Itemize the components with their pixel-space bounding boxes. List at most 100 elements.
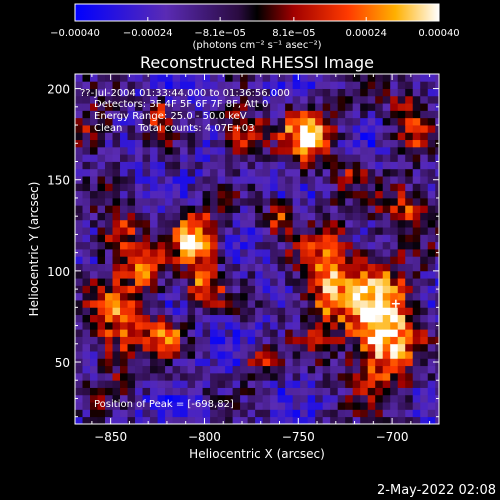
heatmap-cell [217, 292, 226, 301]
heatmap-cell [435, 168, 440, 177]
heatmap-cell [405, 74, 414, 82]
heatmap-cell [180, 336, 188, 345]
heatmap-cell [427, 146, 436, 155]
heatmap-cell [202, 278, 211, 286]
heatmap-cell [225, 241, 234, 250]
heatmap-cell [127, 110, 136, 119]
heatmap-cell [405, 343, 414, 352]
heatmap-cell [300, 161, 309, 170]
heatmap-cell [412, 343, 421, 352]
heatmap-cell [82, 249, 91, 257]
heatmap-cell [262, 314, 271, 323]
heatmap-cell [150, 176, 158, 184]
heatmap-cell [360, 292, 369, 301]
heatmap-cell [90, 285, 98, 294]
heatmap-cell [330, 219, 339, 228]
heatmap-cell [210, 372, 218, 381]
heatmap-cell [105, 110, 113, 119]
heatmap-cell [210, 197, 218, 206]
heatmap-cell [367, 161, 376, 170]
heatmap-cell [195, 249, 203, 257]
heatmap-cell [180, 205, 188, 213]
heatmap-cell [210, 263, 218, 272]
heatmap-cell [75, 103, 83, 111]
heatmap-cell [120, 154, 128, 162]
heatmap-cell [337, 372, 346, 381]
heatmap-cell [292, 416, 301, 425]
heatmap-cell [112, 278, 121, 286]
heatmap-cell [120, 249, 128, 257]
heatmap-cell [127, 307, 136, 316]
heatmap-cell [165, 219, 173, 228]
heatmap-cell [135, 300, 143, 308]
heatmap-cell [405, 81, 414, 89]
heatmap-cell [337, 387, 346, 396]
heatmap-cell [157, 176, 166, 184]
heatmap-cell [315, 190, 324, 199]
heatmap-cell [300, 95, 309, 104]
heatmap-cell [112, 212, 121, 221]
heatmap-cell [217, 212, 226, 221]
heatmap-cell [345, 212, 354, 221]
heatmap-cell [322, 212, 331, 221]
heatmap-cell [292, 263, 301, 272]
heatmap-cell [112, 110, 121, 119]
heatmap-cell [397, 95, 406, 104]
heatmap-cell [315, 139, 324, 148]
heatmap-cell [427, 110, 436, 119]
heatmap-cell [247, 88, 256, 97]
heatmap-cell [352, 183, 361, 192]
heatmap-cell [255, 402, 264, 410]
heatmap-cell [150, 278, 158, 286]
heatmap-cell [142, 329, 151, 337]
heatmap-cell [390, 234, 399, 243]
heatmap-cell [292, 307, 301, 316]
heatmap-cell [292, 358, 301, 367]
heatmap-cell [232, 380, 241, 388]
heatmap-cell [232, 372, 241, 381]
heatmap-cell [165, 409, 173, 418]
heatmap-cell [127, 103, 136, 111]
heatmap-cell [435, 146, 440, 155]
heatmap-cell [345, 416, 354, 425]
heatmap-cell [367, 402, 376, 410]
heatmap-cell [187, 402, 196, 410]
heatmap-cell [180, 372, 188, 381]
heatmap-cell [420, 161, 429, 170]
heatmap-cell [195, 146, 203, 155]
heatmap-cell [150, 139, 158, 148]
heatmap-cell [240, 154, 249, 162]
heatmap-cell [382, 321, 391, 330]
heatmap-cell [300, 351, 309, 359]
heatmap-cell [195, 292, 203, 301]
heatmap-cell [187, 110, 196, 119]
heatmap-cell [75, 168, 83, 177]
heatmap-cell [345, 125, 354, 133]
heatmap-cell [135, 103, 143, 111]
heatmap-cell [367, 103, 376, 111]
heatmap-cell [412, 95, 421, 104]
heatmap-cell [420, 139, 429, 148]
heatmap-cell [240, 285, 249, 294]
heatmap-cell [420, 321, 429, 330]
heatmap-cell [300, 74, 309, 82]
heatmap-cell [180, 81, 188, 89]
heatmap-cell [225, 205, 234, 213]
heatmap-cell [105, 387, 113, 396]
heatmap-cell [330, 190, 339, 199]
heatmap-cell [142, 125, 151, 133]
heatmap-cell [165, 125, 173, 133]
heatmap-cell [240, 416, 249, 425]
heatmap-cell [112, 380, 121, 388]
heatmap-cell [337, 256, 346, 264]
heatmap-cell [360, 270, 369, 279]
heatmap-cell [285, 314, 294, 323]
heatmap-cell [142, 132, 151, 141]
heatmap-cell [210, 95, 218, 104]
heatmap-cell [127, 183, 136, 192]
heatmap-cell [112, 307, 121, 316]
heatmap-cell [390, 176, 399, 184]
heatmap-cell [352, 249, 361, 257]
heatmap-cell [337, 95, 346, 104]
heatmap-cell [277, 372, 286, 381]
